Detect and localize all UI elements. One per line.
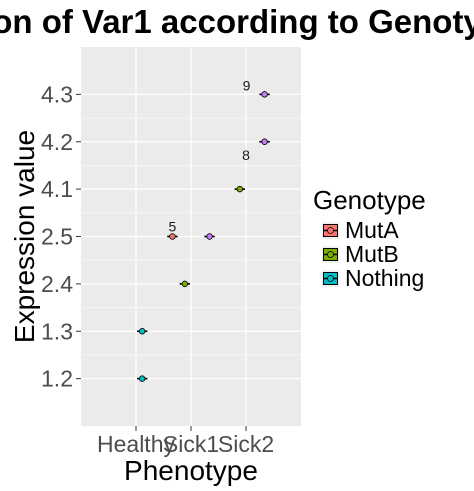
legend-swatch-point	[327, 251, 334, 258]
legend-item: Nothing	[322, 265, 424, 291]
data-point	[181, 280, 189, 288]
legend-swatch-point	[327, 227, 334, 234]
y-tick-label: 4.3	[41, 81, 73, 107]
point-label: 8	[242, 147, 250, 163]
data-point	[206, 233, 213, 240]
legend-title: Genotype	[313, 185, 426, 215]
y-tick-label: 2.4	[41, 271, 73, 297]
x-tick-label: Sick1	[163, 431, 219, 457]
data-point	[169, 233, 176, 240]
y-axis-ticks: 1.2 1.3 2.4 2.5 4.1 4.2 4.3	[41, 81, 81, 392]
legend-swatch-point	[327, 275, 334, 282]
legend-label: MutA	[345, 217, 399, 243]
x-tick-label: Sick2	[218, 431, 274, 457]
data-point	[261, 138, 268, 145]
data-point	[236, 185, 244, 193]
y-tick-label: 4.1	[41, 176, 73, 202]
data-marks	[137, 91, 270, 382]
legend-label: MutB	[345, 241, 399, 267]
point-label: 9	[243, 77, 251, 93]
y-tick-label: 1.2	[41, 366, 73, 392]
y-tick-label: 4.2	[41, 129, 73, 155]
legend-item: MutB	[322, 241, 399, 267]
y-axis-label: Expression value	[9, 130, 40, 343]
legend-item: MutA	[322, 217, 399, 243]
data-point	[138, 375, 146, 382]
chart-title: on of Var1 according to Genoty	[0, 3, 474, 40]
legend-label: Nothing	[345, 265, 424, 291]
x-axis-label: Phenotype	[124, 455, 258, 486]
y-tick-label: 2.5	[41, 224, 73, 250]
point-label: 5	[169, 219, 177, 235]
y-tick-label: 1.3	[41, 318, 73, 344]
data-point	[138, 328, 146, 335]
data-point	[261, 91, 268, 98]
x-tick-label: Healthy	[97, 431, 175, 457]
point-annotations: 5 9 8	[169, 77, 251, 234]
